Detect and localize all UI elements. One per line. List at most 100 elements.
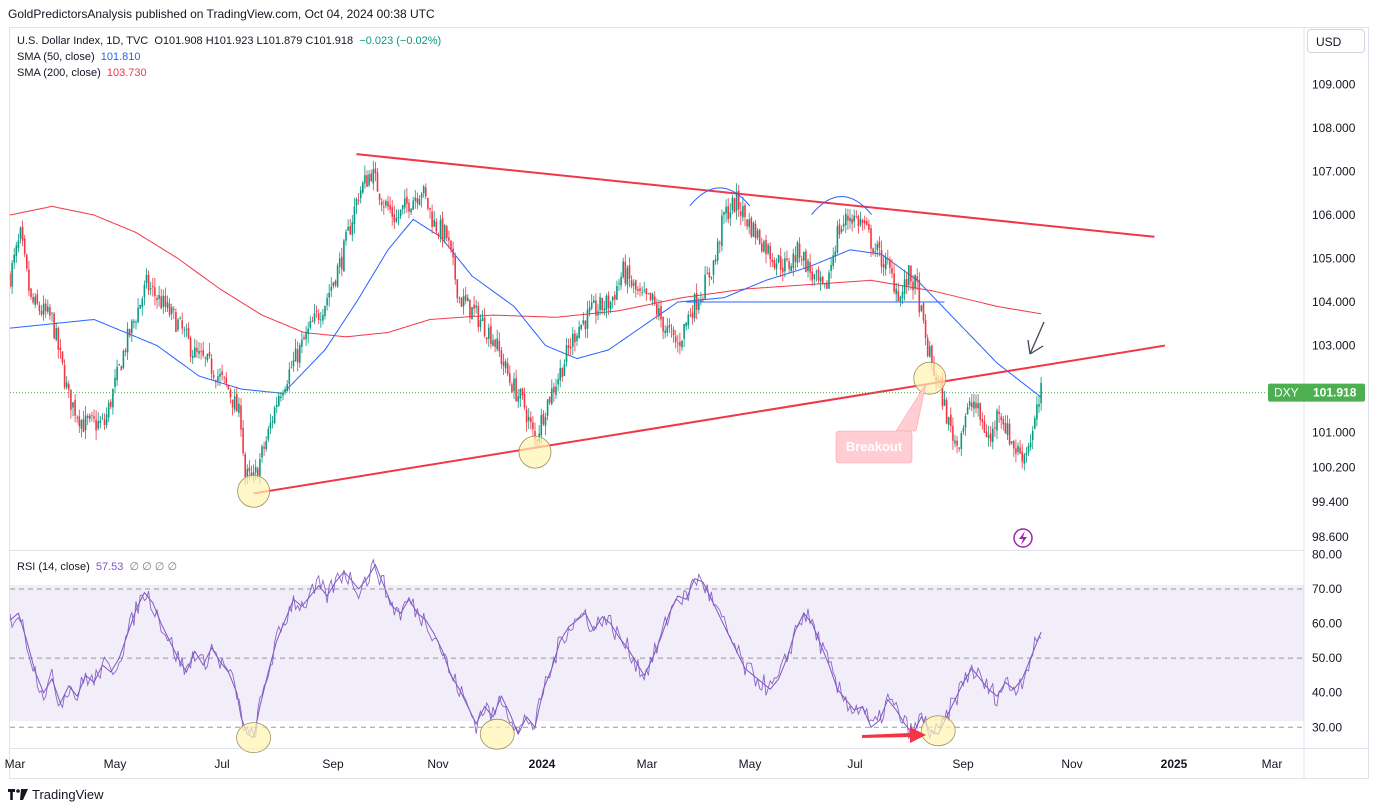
highlight-circle bbox=[236, 722, 272, 754]
candle-body bbox=[979, 402, 981, 420]
candle-body bbox=[614, 294, 616, 300]
legend-rsi[interactable]: RSI (14, close) 57.53 ∅ ∅ ∅ ∅ bbox=[17, 560, 177, 573]
candle-body bbox=[183, 329, 186, 331]
trendline-upper-resistance[interactable] bbox=[356, 153, 1155, 238]
candle-body bbox=[800, 258, 803, 261]
candle-body bbox=[492, 340, 494, 346]
candle-body bbox=[727, 205, 729, 220]
currency-button[interactable]: USD bbox=[1307, 29, 1365, 53]
candle-body bbox=[149, 288, 152, 290]
candle-body bbox=[924, 320, 927, 338]
legend-sma50[interactable]: SMA (50, close) 101.810 bbox=[17, 51, 141, 63]
candle-body bbox=[49, 307, 51, 316]
candle-body bbox=[618, 283, 620, 284]
candle-body bbox=[597, 311, 599, 316]
trendline-lower-support[interactable] bbox=[253, 344, 1166, 495]
highlight-circle bbox=[479, 718, 515, 750]
candle-body bbox=[702, 298, 704, 300]
highlight-circle bbox=[920, 715, 956, 747]
candle-body bbox=[758, 229, 761, 244]
candle-body bbox=[383, 206, 385, 208]
candle-body bbox=[683, 323, 685, 339]
candle-body bbox=[794, 255, 797, 262]
candle-body bbox=[989, 433, 992, 442]
legend-sma200[interactable]: SMA (200, close) 103.730 bbox=[17, 67, 147, 79]
candle-body bbox=[840, 228, 843, 233]
rsi-axis-label: 60.00 bbox=[1312, 617, 1342, 631]
rsi-axis-label: 70.00 bbox=[1312, 582, 1342, 596]
candle-body bbox=[135, 322, 137, 324]
candle-body bbox=[68, 384, 70, 390]
candle-body bbox=[61, 351, 64, 363]
candle-body bbox=[551, 388, 553, 404]
candle-body bbox=[775, 263, 778, 270]
footer-brand[interactable]: TradingView bbox=[8, 787, 104, 802]
candle-body bbox=[691, 312, 694, 318]
candle-body bbox=[494, 339, 496, 347]
candle-body bbox=[593, 300, 595, 303]
legend-sma50-value: 101.810 bbox=[100, 51, 141, 63]
candle-body bbox=[399, 209, 402, 217]
candle-body bbox=[443, 225, 446, 240]
candle-body bbox=[943, 399, 946, 406]
candle-body bbox=[689, 314, 692, 316]
candle-body bbox=[145, 274, 148, 284]
candle-body bbox=[389, 204, 391, 210]
candle-body bbox=[418, 199, 421, 206]
candle-body bbox=[479, 320, 482, 327]
candle-body bbox=[458, 297, 461, 299]
candle-body bbox=[670, 328, 673, 330]
candle-body bbox=[502, 361, 505, 366]
candle-body bbox=[116, 366, 118, 381]
candle-body bbox=[586, 309, 589, 329]
candle-body bbox=[19, 227, 22, 239]
candle-body bbox=[414, 197, 417, 201]
candle-body bbox=[202, 349, 204, 356]
legend-symbol-line: U.S. Dollar Index, 1D, TVC O101.908 H101… bbox=[17, 35, 441, 47]
candle-body bbox=[313, 313, 316, 322]
candle-body bbox=[716, 241, 719, 261]
candle-body bbox=[59, 347, 62, 351]
candle-body bbox=[817, 269, 820, 281]
candle-body bbox=[1006, 423, 1009, 436]
candle-body bbox=[229, 389, 232, 398]
candle-body bbox=[790, 265, 792, 272]
candle-body bbox=[662, 317, 664, 332]
candle-body bbox=[826, 282, 828, 289]
legend-sma200-value: 103.730 bbox=[106, 67, 147, 79]
candle-body bbox=[754, 223, 757, 239]
candle-body bbox=[582, 320, 585, 324]
candle-body bbox=[471, 306, 473, 320]
candle-body bbox=[807, 260, 809, 272]
candle-body bbox=[198, 350, 200, 354]
candle-body bbox=[95, 419, 97, 431]
candle-body bbox=[987, 435, 990, 439]
price-badge[interactable] bbox=[1268, 383, 1365, 402]
time-axis-label: Mar bbox=[637, 757, 658, 771]
candle-body bbox=[408, 202, 410, 212]
candle-body bbox=[76, 417, 78, 418]
candle-body bbox=[362, 182, 364, 193]
candle-body bbox=[599, 297, 601, 311]
candle-body bbox=[899, 296, 902, 302]
candle-body bbox=[393, 214, 396, 223]
time-axis-label: Sep bbox=[322, 757, 344, 771]
candle-body bbox=[876, 244, 879, 250]
candle-body bbox=[11, 263, 13, 287]
candle-body bbox=[223, 376, 225, 378]
legend-rsi-label: RSI (14, close) bbox=[17, 561, 90, 573]
candle-body bbox=[912, 281, 914, 291]
breakout-callout[interactable] bbox=[835, 430, 913, 464]
candle-body bbox=[460, 297, 463, 307]
candle-body bbox=[641, 292, 643, 293]
candle-body bbox=[746, 219, 748, 227]
time-axis-label: 2025 bbox=[1161, 757, 1188, 771]
candle-body bbox=[42, 303, 45, 315]
candle-body bbox=[311, 320, 314, 323]
candle-body bbox=[464, 294, 467, 301]
candle-body bbox=[410, 208, 412, 213]
candle-body bbox=[236, 394, 238, 412]
candle-body bbox=[748, 219, 750, 228]
candle-body bbox=[729, 212, 732, 218]
